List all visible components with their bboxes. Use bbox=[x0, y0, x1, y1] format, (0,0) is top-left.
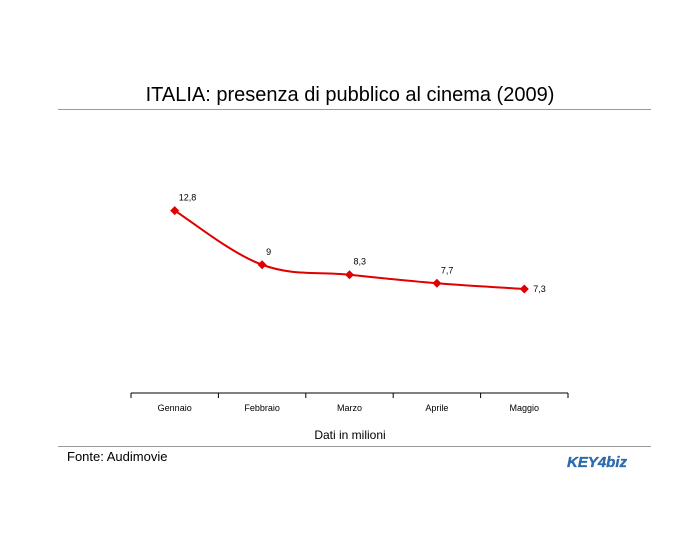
x-tick-label-marzo: Marzo bbox=[337, 403, 362, 413]
key4biz-logo: KEY4biz bbox=[567, 454, 628, 471]
data-point-gennaio bbox=[170, 206, 180, 216]
data-point-maggio bbox=[519, 284, 529, 294]
x-tick-label-aprile: Aprile bbox=[425, 403, 448, 413]
data-label-marzo: 8,3 bbox=[354, 257, 367, 267]
data-label-febbraio: 9 bbox=[266, 247, 271, 257]
data-label-maggio: 7,3 bbox=[533, 284, 546, 294]
x-tick-label-febbraio: Febbraio bbox=[244, 403, 280, 413]
bottom-divider bbox=[58, 446, 651, 447]
axis-title: Dati in milioni bbox=[314, 428, 386, 442]
data-label-aprile: 7,7 bbox=[441, 265, 454, 275]
data-label-gennaio: 12,8 bbox=[179, 193, 197, 203]
source-note: Fonte: Audimovie bbox=[67, 449, 168, 464]
x-tick-label-maggio: Maggio bbox=[510, 403, 540, 413]
data-point-aprile bbox=[432, 278, 442, 288]
chart-title: ITALIA: presenza di pubblico al cinema (… bbox=[145, 84, 555, 106]
x-tick-label-gennaio: Gennaio bbox=[158, 403, 192, 413]
data-point-febbraio bbox=[257, 260, 267, 270]
data-point-marzo bbox=[345, 270, 354, 280]
logo-text: KEY4biz bbox=[567, 454, 628, 471]
top-divider bbox=[58, 109, 651, 110]
